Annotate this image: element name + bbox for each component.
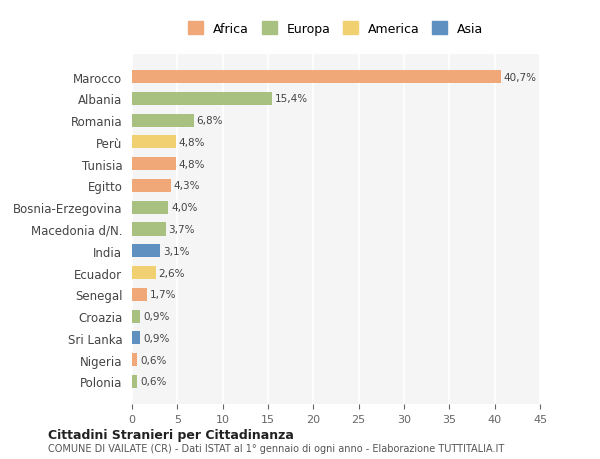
Bar [132, 310, 140, 323]
Text: 4,8%: 4,8% [178, 159, 205, 169]
Text: 40,7%: 40,7% [504, 73, 537, 83]
Text: 4,3%: 4,3% [174, 181, 200, 191]
Text: 4,8%: 4,8% [178, 138, 205, 148]
Bar [132, 331, 140, 345]
Bar [132, 158, 176, 171]
Bar [132, 179, 171, 193]
Bar [132, 288, 148, 301]
Bar [132, 136, 176, 149]
Bar [132, 93, 272, 106]
Text: 1,7%: 1,7% [150, 290, 176, 300]
Text: Cittadini Stranieri per Cittadinanza: Cittadini Stranieri per Cittadinanza [48, 428, 294, 442]
Bar [132, 71, 501, 84]
Bar [132, 375, 137, 388]
Text: 6,8%: 6,8% [196, 116, 223, 126]
Text: 4,0%: 4,0% [171, 203, 197, 213]
Bar [132, 245, 160, 258]
Bar [132, 266, 155, 280]
Text: 3,7%: 3,7% [168, 224, 195, 235]
Bar [132, 223, 166, 236]
Bar [132, 201, 168, 214]
Legend: Africa, Europa, America, Asia: Africa, Europa, America, Asia [182, 16, 490, 42]
Bar [132, 353, 137, 366]
Text: 15,4%: 15,4% [274, 94, 307, 104]
Text: 3,1%: 3,1% [163, 246, 190, 256]
Text: 0,9%: 0,9% [143, 333, 169, 343]
Text: 0,9%: 0,9% [143, 311, 169, 321]
Bar [132, 114, 194, 128]
Text: 2,6%: 2,6% [158, 268, 185, 278]
Text: 0,6%: 0,6% [140, 355, 167, 365]
Text: COMUNE DI VAILATE (CR) - Dati ISTAT al 1° gennaio di ogni anno - Elaborazione TU: COMUNE DI VAILATE (CR) - Dati ISTAT al 1… [48, 443, 504, 453]
Text: 0,6%: 0,6% [140, 376, 167, 386]
